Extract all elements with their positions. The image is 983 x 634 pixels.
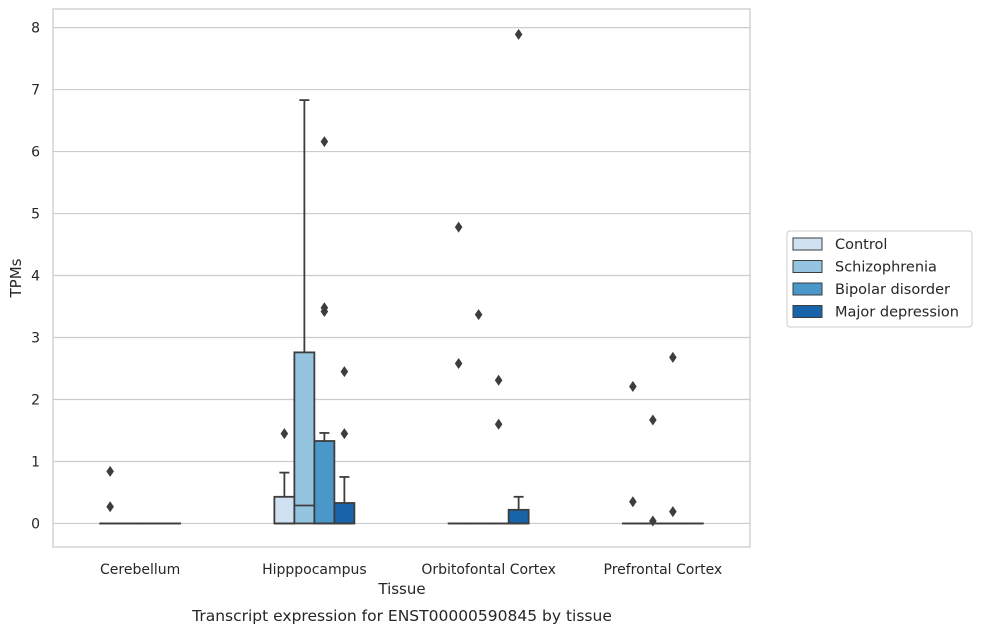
legend-swatch xyxy=(792,305,823,318)
legend-label: Schizophrenia xyxy=(835,260,937,276)
legend-swatch xyxy=(792,260,823,273)
y-tick-label: 7 xyxy=(31,83,40,99)
legend-swatch xyxy=(792,237,823,251)
outlier-point xyxy=(669,506,677,518)
box-group xyxy=(621,380,644,525)
box xyxy=(293,351,316,525)
series-group xyxy=(139,136,684,525)
chart-caption: Transcript expression for ENST0000059084… xyxy=(191,607,612,625)
box-group xyxy=(273,428,296,525)
box xyxy=(507,508,530,525)
y-tick-labels: 0 1 2 3 4 5 6 7 8 xyxy=(31,21,40,533)
y-tick-label: 5 xyxy=(31,207,40,223)
box-marks xyxy=(99,28,704,527)
x-tick-label: Hipppocampus xyxy=(262,562,367,578)
box-group xyxy=(313,136,336,525)
outlier-point xyxy=(106,465,114,477)
legend-label: Major depression xyxy=(835,305,959,321)
box-group xyxy=(641,414,664,527)
legend-frame xyxy=(786,230,973,328)
box-group xyxy=(467,309,490,525)
outlier-point xyxy=(454,358,463,370)
outlier-point xyxy=(320,136,329,148)
x-axis-label: Tissue xyxy=(377,580,425,598)
box-group xyxy=(487,374,510,525)
legend: Control Schizophrenia Bipolar disorder Majo… xyxy=(786,230,973,328)
outlier-point xyxy=(340,428,349,440)
series-group xyxy=(99,221,644,525)
outlier-point xyxy=(454,221,463,233)
outlier-point xyxy=(340,366,349,378)
outlier-point xyxy=(514,28,523,40)
series-group xyxy=(119,99,664,527)
box-group xyxy=(99,465,122,525)
x-tick-label: Cerebellum xyxy=(100,562,180,578)
outlier-point xyxy=(106,501,114,513)
y-axis-label: TPMs xyxy=(7,258,25,298)
x-tick-label: Orbitofontal Cortex xyxy=(421,562,556,578)
legend-label: Control xyxy=(835,237,887,253)
box-group xyxy=(661,351,684,525)
x-tick-label: Prefrontal Cortex xyxy=(604,562,723,578)
box-group xyxy=(447,221,470,525)
legend-label: Bipolar disorder xyxy=(835,282,950,298)
outlier-point xyxy=(494,418,503,430)
box xyxy=(333,502,356,525)
y-tick-label: 1 xyxy=(31,454,40,470)
box-group xyxy=(333,366,356,525)
series-group xyxy=(159,28,704,525)
outlier-point xyxy=(649,414,657,426)
y-tick-label: 8 xyxy=(31,21,40,37)
outlier-point xyxy=(669,351,677,363)
outlier-point xyxy=(474,309,483,321)
y-tick-label: 4 xyxy=(31,269,40,285)
gridlines xyxy=(53,26,750,525)
outlier-point xyxy=(280,428,289,440)
outlier-point xyxy=(629,380,637,392)
outlier-point xyxy=(629,496,637,508)
legend-swatch xyxy=(792,282,823,296)
y-tick-label: 3 xyxy=(31,331,40,347)
y-tick-label: 6 xyxy=(31,145,40,161)
plot-frame xyxy=(52,8,751,548)
x-tick-labels: Cerebellum Hipppocampus Orbitofontal Corte… xyxy=(100,562,722,578)
box xyxy=(313,440,336,525)
outlier-point xyxy=(320,305,329,317)
outlier-point xyxy=(494,374,503,386)
box-group xyxy=(507,28,530,525)
box-group xyxy=(293,99,316,525)
y-tick-label: 2 xyxy=(31,392,40,408)
y-tick-label: 0 xyxy=(31,516,40,532)
outlier-point xyxy=(649,515,657,527)
box xyxy=(273,495,296,525)
